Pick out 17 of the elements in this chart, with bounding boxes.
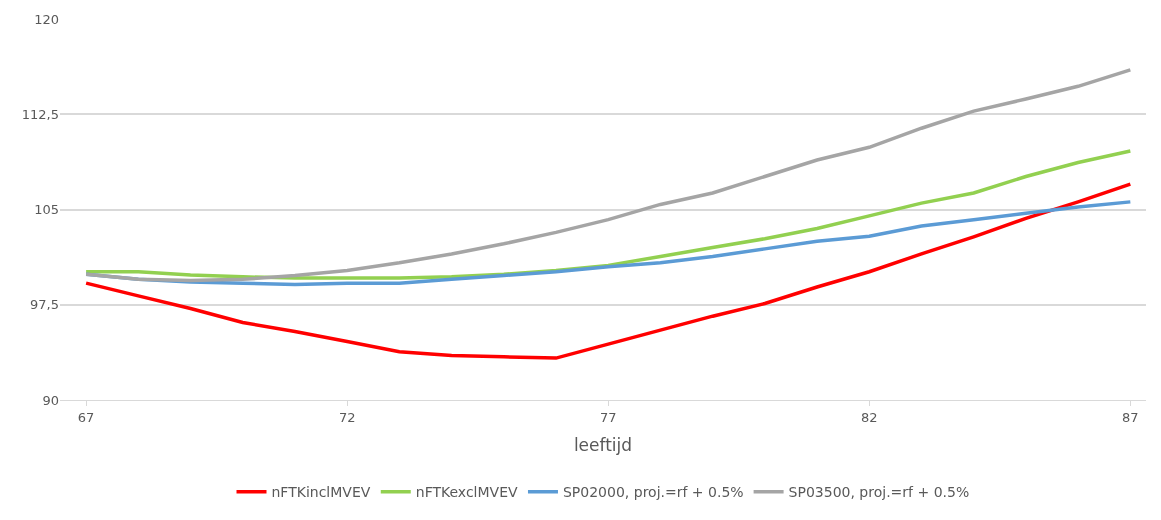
x-tick-label: 72 [338,409,356,425]
x-tick-label: 67 [77,409,95,425]
x-tick-label: 87 [1122,409,1139,425]
y-tick-label: 97,5 [30,297,59,313]
y-tick-label: 112,5 [21,106,59,122]
legend-label: nFTKinclMVEV [271,484,371,501]
x-axis-title: leeftijd [573,435,633,455]
y-tick-label: 105 [34,202,59,218]
line-series [84,68,1133,283]
line-series [84,182,1133,360]
x-tick-label: 77 [599,409,617,425]
y-tick-label: 120 [34,11,59,27]
legend-label: SP03500, proj.=rf + 0.5% [788,484,970,501]
legend-label: SP02000, proj.=rf + 0.5% [562,484,744,501]
legend-label: nFTKexclMVEV [415,484,518,501]
y-tick-label: 90 [42,392,59,408]
x-tick-label: 82 [861,409,878,425]
